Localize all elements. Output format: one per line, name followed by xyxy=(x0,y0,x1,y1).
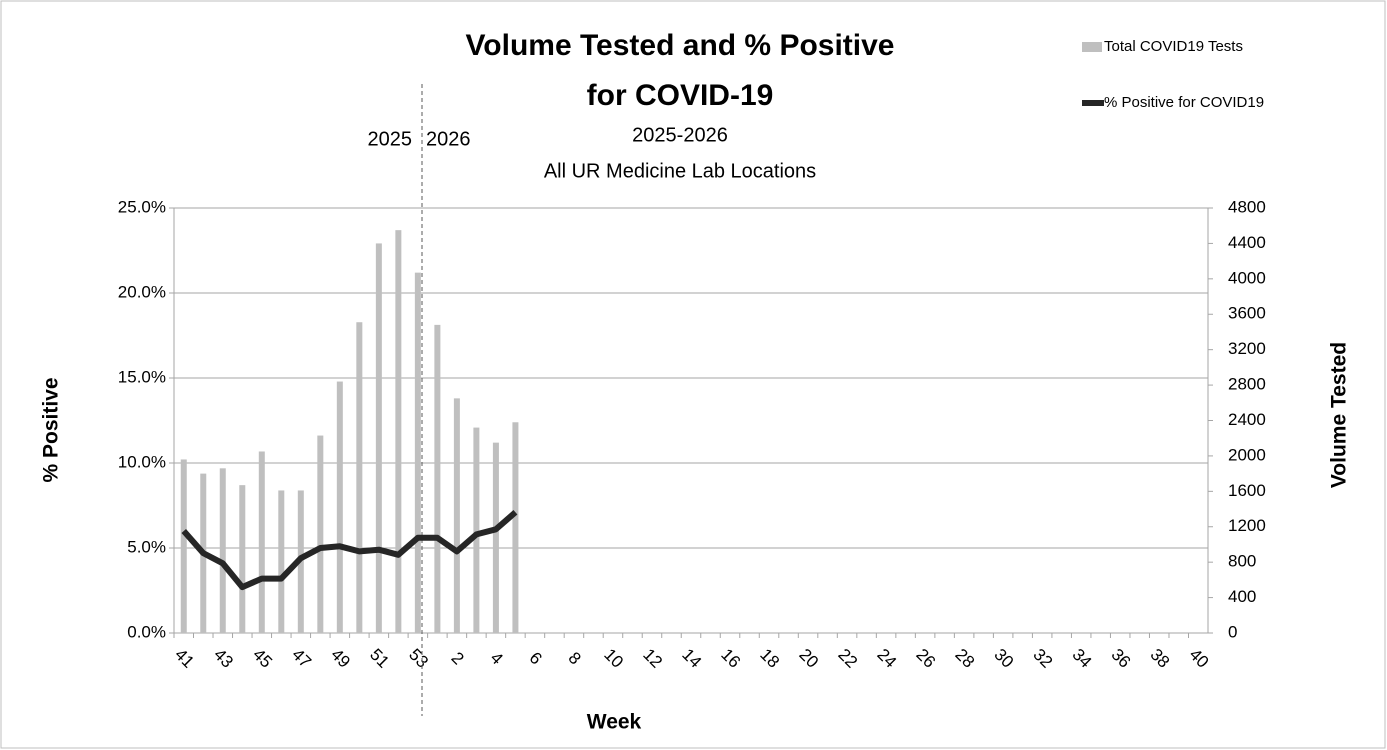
y2-tick-label: 4400 xyxy=(1228,233,1266,252)
chart-subtitle: All UR Medicine Lab Locations xyxy=(544,160,816,182)
bar xyxy=(239,485,246,633)
y2-tick-label: 1600 xyxy=(1228,481,1266,500)
legend-swatch xyxy=(1082,42,1102,52)
chart-title: for COVID-19 xyxy=(587,79,774,112)
y-axis-title: % Positive xyxy=(40,377,63,482)
bar xyxy=(258,451,265,633)
y2-tick-label: 2800 xyxy=(1228,375,1266,394)
y2-tick-label: 400 xyxy=(1228,587,1256,606)
y2-tick-label: 4800 xyxy=(1228,197,1266,216)
y-tick-label: 20.0% xyxy=(118,282,166,301)
y2-axis-title: Volume Tested xyxy=(1328,342,1351,488)
bar xyxy=(473,427,480,633)
bar xyxy=(336,381,343,633)
chart-title: Volume Tested and % Positive xyxy=(466,29,895,62)
annotation: 2026 xyxy=(426,128,471,150)
bar xyxy=(317,435,324,633)
y2-tick-label: 2000 xyxy=(1228,445,1266,464)
x-axis-title: Week xyxy=(587,711,642,734)
bar xyxy=(512,422,519,633)
bar xyxy=(414,272,421,633)
y-tick-label: 15.0% xyxy=(118,367,166,386)
y2-tick-label: 0 xyxy=(1228,622,1237,641)
bar xyxy=(434,324,441,633)
chart-subtitle: 2025-2026 xyxy=(632,124,728,146)
y2-tick-label: 2400 xyxy=(1228,410,1266,429)
bar xyxy=(375,243,382,633)
bar xyxy=(356,322,363,633)
line xyxy=(181,510,518,591)
legend-label: % Positive for COVID19 xyxy=(1104,94,1264,111)
bar xyxy=(395,230,402,633)
y-tick-label: 10.0% xyxy=(118,452,166,471)
bar xyxy=(278,490,285,633)
bar xyxy=(492,442,499,633)
y2-tick-label: 800 xyxy=(1228,552,1256,571)
y2-tick-label: 3600 xyxy=(1228,304,1266,323)
annotation: 2025 xyxy=(368,128,413,150)
bar xyxy=(180,459,187,633)
y-tick-label: 5.0% xyxy=(127,537,166,556)
y-tick-label: 0.0% xyxy=(127,622,166,641)
y2-tick-label: 3200 xyxy=(1228,339,1266,358)
y-tick-label: 25.0% xyxy=(118,197,166,216)
bar xyxy=(453,398,460,633)
legend-label: Total COVID19 Tests xyxy=(1104,38,1243,55)
y2-tick-label: 1200 xyxy=(1228,516,1266,535)
y2-tick-label: 4000 xyxy=(1228,268,1266,287)
bar xyxy=(219,468,226,633)
